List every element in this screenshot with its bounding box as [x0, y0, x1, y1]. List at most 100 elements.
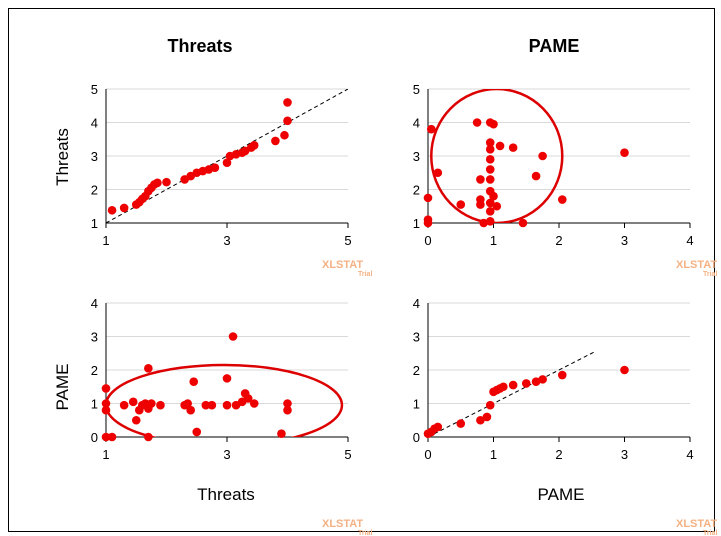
data-point: [283, 116, 292, 126]
data-point: [508, 143, 518, 152]
data-point: [620, 365, 629, 375]
watermark-text: XLSTAT: [676, 259, 717, 271]
data-point: [207, 400, 217, 410]
data-point: [101, 384, 111, 393]
data-point: [620, 148, 629, 157]
data-point: [485, 217, 495, 226]
plot-area: [430, 89, 564, 223]
plot-area: [428, 351, 596, 437]
y-tick-label: 4: [91, 116, 98, 131]
column-title-pame: PAME: [529, 36, 580, 56]
data-point: [144, 432, 153, 442]
watermark-4: XLSTAT Trial: [676, 518, 717, 536]
data-point: [162, 177, 171, 187]
data-point: [101, 432, 111, 442]
data-point: [485, 155, 495, 164]
panel-1: 1 2 3 4 5 1 3 5: [91, 82, 352, 248]
data-point: [277, 429, 286, 438]
data-point: [280, 130, 289, 140]
data-point: [485, 175, 495, 184]
data-point: [144, 364, 153, 373]
data-point: [423, 218, 433, 228]
data-point: [153, 178, 162, 188]
watermark-text: XLSTAT: [322, 518, 363, 530]
x-tick-label: 1: [102, 233, 109, 248]
data-point: [485, 198, 495, 208]
data-point: [489, 119, 498, 129]
data-point: [456, 200, 466, 209]
data-point: [538, 375, 547, 384]
data-point: [485, 165, 495, 174]
x-tick-label: 3: [621, 447, 628, 462]
data-point: [423, 193, 433, 203]
y-tick-label: 4: [413, 296, 420, 311]
watermark-text: XLSTAT: [322, 259, 363, 271]
y-tick-label: 2: [91, 183, 98, 198]
row-label-pame: PAME: [53, 364, 72, 411]
watermark-3: XLSTAT Trial: [322, 518, 372, 536]
data-point: [243, 394, 253, 403]
x-tick-label: 5: [344, 233, 351, 248]
data-point: [472, 118, 482, 127]
y-tick-label: 1: [413, 216, 420, 231]
data-point: [283, 98, 292, 107]
chart-frame: [8, 8, 715, 532]
data-point: [485, 138, 495, 147]
data-point: [485, 400, 495, 410]
x-axis-label-pame: PAME: [538, 485, 585, 504]
x-tick-label: 4: [686, 233, 693, 248]
x-tick-label: 3: [223, 447, 230, 462]
x-tick-label: 5: [344, 447, 351, 462]
data-point: [222, 374, 232, 383]
reference-line: [428, 351, 596, 437]
watermark-sub: Trial: [703, 530, 717, 536]
y-tick-label: 0: [413, 430, 420, 445]
data-point: [271, 136, 280, 146]
watermark-sub: Trial: [703, 271, 717, 278]
y-tick-label: 1: [413, 397, 420, 412]
watermark-1: XLSTAT Trial: [322, 259, 372, 278]
y-tick-label: 4: [413, 116, 420, 131]
y-tick-label: 5: [413, 82, 420, 97]
data-point: [495, 141, 505, 151]
data-point: [482, 412, 492, 422]
y-tick-label: 2: [413, 183, 420, 198]
data-point: [433, 168, 443, 178]
watermark-2: XLSTAT Trial: [676, 259, 717, 278]
data-point: [107, 432, 117, 442]
x-tick-label: 1: [490, 233, 497, 248]
data-point: [156, 400, 165, 410]
data-point: [492, 201, 502, 211]
data-point: [531, 171, 541, 181]
y-tick-label: 1: [91, 397, 98, 412]
y-tick-label: 3: [413, 330, 420, 345]
data-point: [249, 140, 259, 150]
y-tick-label: 2: [91, 363, 98, 378]
data-point: [107, 205, 117, 215]
y-tick-label: 4: [91, 296, 98, 311]
data-point: [192, 427, 202, 437]
x-tick-label: 2: [555, 447, 562, 462]
y-tick-label: 3: [413, 149, 420, 164]
data-point: [183, 399, 192, 408]
y-tick-label: 3: [91, 149, 98, 164]
x-tick-label: 1: [490, 447, 497, 462]
data-point: [186, 405, 195, 415]
data-point: [499, 382, 508, 392]
panel-4: 0 1 2 3 4 0 1 2 3 4: [413, 296, 694, 462]
data-point: [538, 151, 547, 161]
data-point: [222, 400, 232, 410]
x-tick-label: 1: [102, 447, 109, 462]
data-point: [489, 191, 498, 201]
data-point: [531, 377, 541, 387]
data-point: [101, 399, 111, 408]
watermark-sub: Trial: [358, 530, 372, 536]
data-point: [249, 399, 259, 408]
data-point: [485, 206, 495, 216]
y-tick-label: 1: [91, 216, 98, 231]
y-tick-label: 5: [91, 82, 98, 97]
x-tick-label: 0: [424, 233, 431, 248]
data-point: [189, 377, 199, 387]
